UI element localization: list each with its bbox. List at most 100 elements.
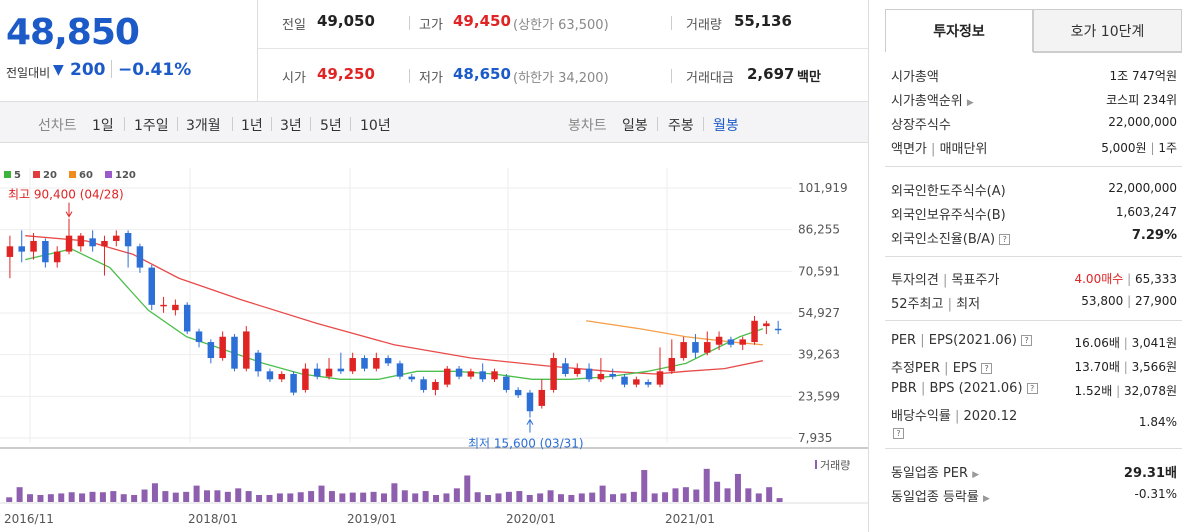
volume-bar bbox=[745, 488, 752, 502]
candle-body bbox=[325, 368, 333, 377]
candle-body bbox=[396, 363, 404, 377]
tab-investment-info[interactable]: 투자정보 bbox=[885, 9, 1033, 52]
trade-amount-label: 거래대금 bbox=[686, 71, 734, 86]
candle-body bbox=[302, 368, 309, 390]
cap-rank-label[interactable]: 시가총액순위 ▶ bbox=[891, 90, 974, 109]
dividend-value: 1.84% bbox=[1138, 415, 1177, 429]
candle-body bbox=[89, 238, 96, 247]
divider bbox=[703, 117, 704, 131]
candle-body bbox=[491, 371, 498, 380]
candle-body bbox=[254, 352, 262, 372]
volume-bar bbox=[47, 494, 54, 502]
volume-bar bbox=[37, 494, 44, 502]
volume-bar bbox=[162, 491, 169, 502]
help-icon[interactable]: ? bbox=[1021, 335, 1033, 346]
period-10y-button[interactable]: 10년 bbox=[360, 118, 391, 134]
y-tick-label: 101,919 bbox=[798, 181, 848, 195]
divider bbox=[885, 256, 1182, 257]
volume-bar bbox=[547, 490, 554, 502]
volume-bar bbox=[6, 497, 13, 502]
candle-body bbox=[573, 368, 581, 374]
foreign-hold-label: 외국인보유주식수(B) bbox=[891, 208, 1006, 223]
candle-body bbox=[479, 371, 486, 380]
help-icon[interactable]: ? bbox=[1026, 383, 1038, 394]
change-label: 전일대비 bbox=[6, 66, 51, 80]
volume-bar bbox=[620, 493, 627, 502]
divider bbox=[258, 48, 868, 49]
divider bbox=[671, 69, 672, 83]
y-tick-label: 39,263 bbox=[798, 348, 840, 362]
volume-bar bbox=[755, 493, 762, 502]
volume-bar bbox=[204, 490, 211, 502]
open-value: 49,250 bbox=[317, 65, 375, 83]
candle-body bbox=[751, 320, 758, 343]
industry-per-label[interactable]: 동일업종 PER ▶ bbox=[891, 462, 979, 481]
candle-body bbox=[668, 358, 676, 372]
divider bbox=[271, 117, 272, 131]
tab-orderbook-10[interactable]: 호가 10단계 bbox=[1033, 9, 1182, 52]
monthly-candle-button[interactable]: 월봉 bbox=[713, 118, 739, 134]
candle-body bbox=[290, 373, 297, 393]
candle-body bbox=[550, 358, 557, 390]
volume-bar bbox=[693, 489, 700, 502]
bps-label: BPS (2021.06) bbox=[929, 381, 1023, 396]
ma60-line bbox=[586, 320, 763, 346]
listed-shares-label: 상장주식수 bbox=[891, 118, 951, 133]
trade-amount-unit: 백만 bbox=[797, 70, 821, 85]
volume-bar bbox=[443, 493, 450, 502]
w52-low-value: 27,900 bbox=[1135, 294, 1177, 308]
high-arrow-head-icon bbox=[65, 211, 73, 218]
help-icon[interactable]: ? bbox=[893, 428, 904, 439]
volume-bar bbox=[422, 491, 429, 502]
divider bbox=[350, 117, 351, 131]
price-summary: 48,850 전일대비 ▼ 200 −0.41% bbox=[0, 0, 258, 101]
weekly-candle-button[interactable]: 주봉 bbox=[668, 118, 694, 134]
est-per-label: 추정PER | EPS ? bbox=[891, 357, 993, 376]
listed-shares-value: 22,000,000 bbox=[1108, 115, 1177, 129]
volume-legend-swatch bbox=[815, 460, 817, 469]
industry-change-text: 동일업종 등락률 bbox=[891, 490, 979, 505]
period-1w-button[interactable]: 1주일 bbox=[134, 118, 169, 134]
dividend-text: 배당수익률 bbox=[891, 409, 951, 424]
per-values: 16.06배 | 3,041원 bbox=[1074, 336, 1177, 350]
candle-body bbox=[113, 235, 120, 241]
par-value: 5,000원 bbox=[1101, 141, 1147, 155]
divider bbox=[1033, 52, 1182, 53]
chart-period-bar: 선차트 1일 1주일 3개월 1년 3년 5년 10년 봉차트 일봉 주봉 월봉 bbox=[0, 101, 868, 143]
volume-bar bbox=[16, 487, 23, 502]
period-5y-button[interactable]: 5년 bbox=[320, 118, 342, 134]
period-3m-button[interactable]: 3개월 bbox=[186, 118, 221, 134]
period-1y-button[interactable]: 1년 bbox=[241, 118, 263, 134]
daily-candle-button[interactable]: 일봉 bbox=[622, 118, 648, 134]
candle-body bbox=[136, 246, 144, 268]
divider bbox=[885, 320, 1182, 321]
candle-body bbox=[195, 331, 203, 343]
candle-body bbox=[692, 342, 699, 353]
volume-bar bbox=[651, 493, 658, 502]
y-tick-label: 54,927 bbox=[798, 306, 840, 320]
volume-legend-label: 거래량 bbox=[820, 459, 850, 472]
help-icon[interactable]: ? bbox=[999, 234, 1011, 245]
volume-bar bbox=[256, 494, 263, 502]
volume-bar bbox=[682, 487, 689, 502]
period-3y-button[interactable]: 3년 bbox=[280, 118, 302, 134]
foreign-ratio-text: 외국인소진율(B/A) bbox=[891, 232, 996, 247]
period-1d-button[interactable]: 1일 bbox=[92, 118, 114, 134]
trade-unit-value: 1주 bbox=[1158, 141, 1177, 155]
lower-limit: (하한가 34,200) bbox=[513, 71, 609, 86]
industry-change-label[interactable]: 동일업종 등락률 ▶ bbox=[891, 486, 990, 505]
high-label: 고가 bbox=[419, 18, 443, 33]
ma20-line bbox=[25, 235, 763, 375]
candle-body bbox=[562, 363, 569, 374]
divider bbox=[177, 117, 178, 131]
industry-per-text: 동일업종 PER bbox=[891, 466, 969, 481]
dividend-label: 배당수익률 | 2020.12 bbox=[891, 409, 1018, 424]
volume-bar bbox=[214, 490, 221, 502]
low-arrow-head-icon bbox=[526, 418, 534, 425]
volume-bar bbox=[557, 494, 564, 502]
est-eps-label: EPS bbox=[952, 361, 977, 376]
volume-bar bbox=[505, 491, 512, 502]
candle-chart-label: 봉차트 bbox=[568, 118, 607, 134]
legend-swatch bbox=[4, 171, 11, 178]
help-icon[interactable]: ? bbox=[981, 363, 993, 374]
